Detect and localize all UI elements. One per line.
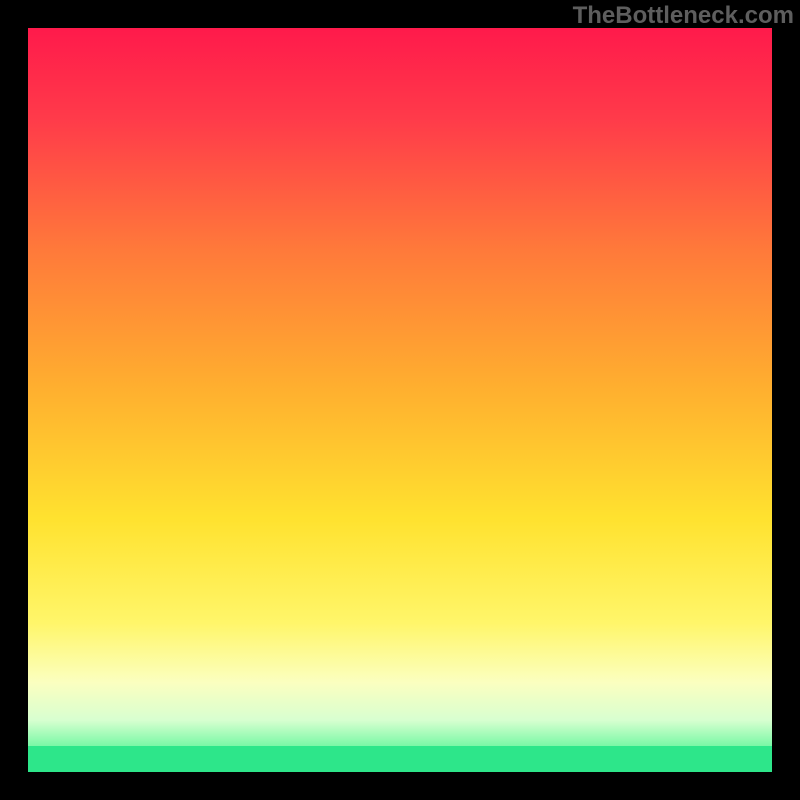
background-gradient (28, 28, 772, 772)
green-bottom-band (28, 746, 772, 772)
plot-area (28, 28, 772, 772)
figure-root: TheBottleneck.com (0, 0, 800, 800)
watermark-text: TheBottleneck.com (573, 2, 794, 30)
